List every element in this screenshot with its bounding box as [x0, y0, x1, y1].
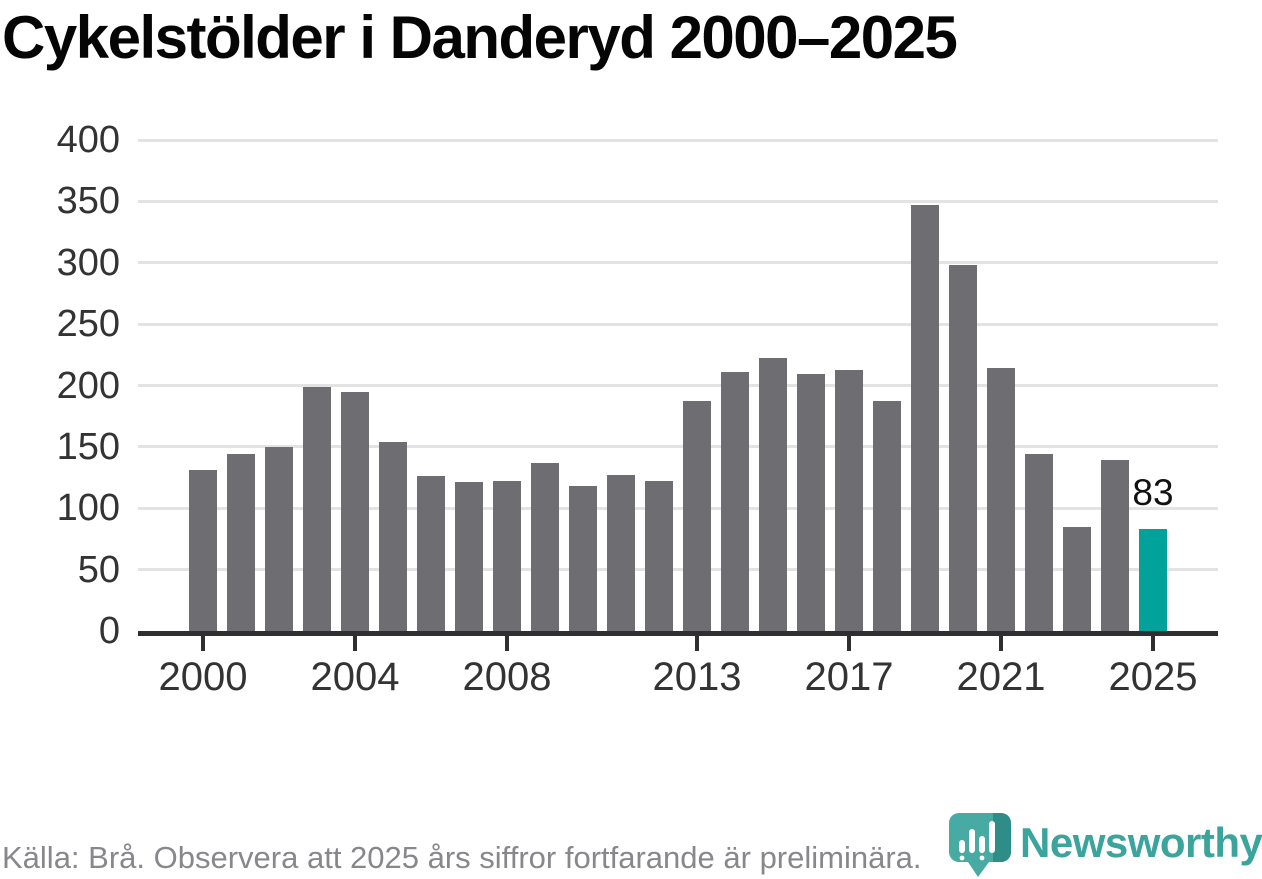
x-axis-tick-label: 2013	[652, 655, 742, 699]
gridline	[138, 199, 1218, 203]
x-axis-tick-label: 2021	[956, 655, 1046, 699]
y-axis-tick-label: 50	[77, 548, 120, 591]
y-axis-tick-label: 300	[56, 241, 120, 284]
bar-2005	[379, 442, 407, 631]
page-title: Cykelstölder i Danderyd 2000–2025	[2, 4, 958, 71]
bar-2015	[759, 358, 787, 631]
bar-2021	[987, 368, 1015, 631]
bar-2017	[835, 370, 863, 631]
value-label: 83	[1132, 472, 1174, 514]
gridline	[138, 384, 1218, 387]
bar-2008	[493, 481, 521, 631]
bar-2013	[683, 401, 711, 631]
bar-2003	[303, 387, 331, 631]
gridline	[138, 445, 1218, 449]
x-axis-tick-label: 2000	[158, 655, 248, 699]
bar-2009	[531, 463, 559, 631]
bar-2018	[873, 401, 901, 631]
gridline	[138, 506, 1218, 510]
x-axis-tick	[695, 636, 699, 651]
y-axis-tick-label: 400	[56, 119, 120, 161]
bar-2024	[1101, 460, 1129, 631]
bar-2002	[265, 447, 293, 631]
x-axis-tick	[1151, 636, 1155, 651]
x-axis-tick	[201, 636, 205, 651]
source-note: Källa: Brå. Observera att 2025 års siffr…	[2, 840, 922, 875]
x-axis-tick	[505, 636, 509, 651]
x-axis-tick	[847, 636, 851, 651]
bar-2016	[797, 374, 825, 631]
gridline	[138, 322, 1218, 326]
bar-2025	[1139, 529, 1167, 631]
gridline	[138, 261, 1218, 265]
bar-2022	[1025, 454, 1053, 631]
bar-2023	[1063, 527, 1091, 631]
newsworthy-logo: Newsworthy	[948, 812, 1262, 879]
bar-2004	[341, 392, 369, 631]
newsworthy-logo-icon	[949, 813, 1011, 877]
y-axis-tick-label: 0	[98, 610, 120, 652]
y-axis-tick-label: 200	[56, 364, 120, 407]
gridline	[138, 138, 1218, 142]
x-axis-line	[138, 631, 1218, 636]
bar-2010	[569, 486, 597, 631]
bar-2014	[721, 372, 749, 631]
x-axis-tick-label: 2017	[804, 655, 894, 699]
gridline	[138, 568, 1218, 572]
x-axis-tick	[353, 636, 357, 651]
x-axis-tick-label: 2008	[462, 655, 552, 699]
plot-area	[138, 138, 1218, 631]
y-axis-tick-label: 350	[56, 180, 120, 223]
bar-2011	[607, 475, 635, 631]
x-axis-tick	[999, 636, 1003, 651]
bar-2001	[227, 454, 255, 631]
newsworthy-wordmark: Newsworthy	[1020, 819, 1262, 866]
x-axis-tick-label: 2004	[310, 655, 400, 699]
bar-2019	[911, 205, 939, 631]
y-axis-tick-label: 250	[56, 303, 120, 346]
bar-2000	[189, 470, 217, 631]
y-axis-tick-label: 150	[56, 425, 120, 468]
bar-2007	[455, 482, 483, 631]
bar-2020	[949, 265, 977, 631]
bar-2006	[417, 476, 445, 631]
bar-2012	[645, 481, 673, 631]
x-axis-tick-label: 2025	[1108, 655, 1198, 699]
y-axis-tick-label: 100	[56, 487, 120, 530]
